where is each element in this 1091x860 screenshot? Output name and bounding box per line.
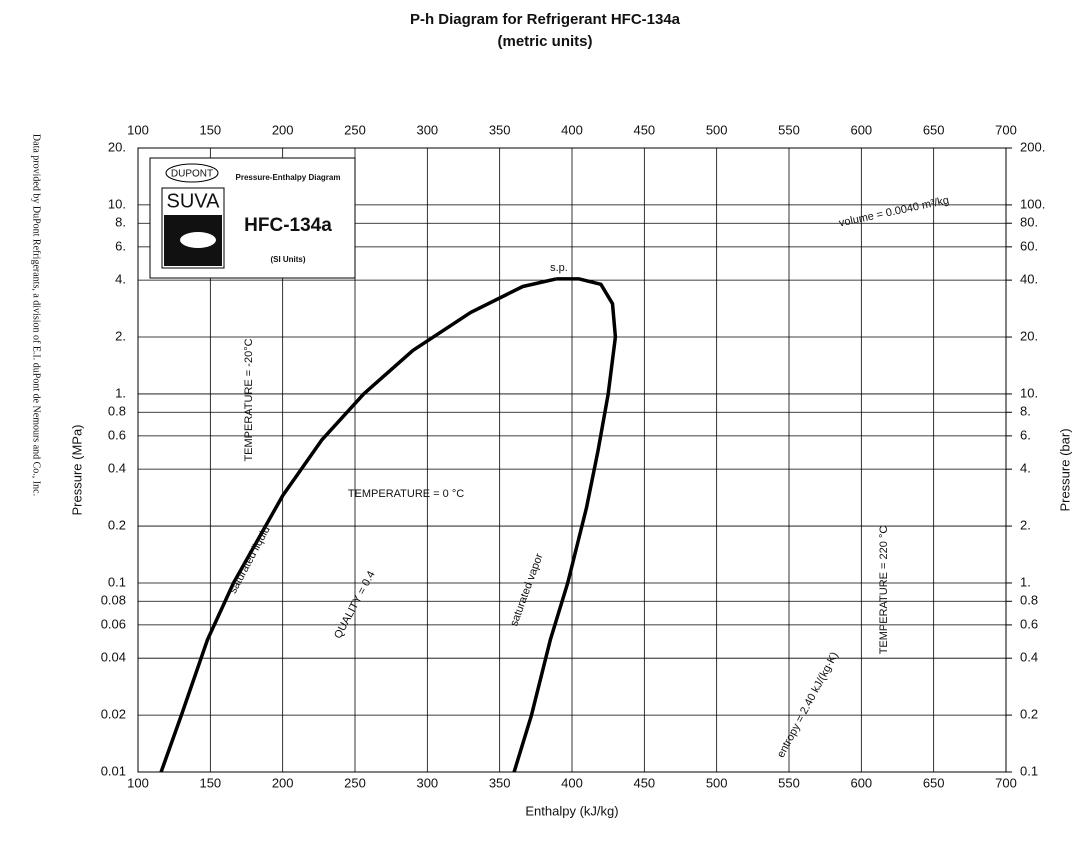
x-tick-label-top: 300 — [416, 122, 438, 137]
x-tick-label: 650 — [923, 775, 945, 790]
y2-tick-label: 0.4 — [1020, 650, 1038, 665]
x-tick-label: 150 — [199, 775, 221, 790]
series-label: saturated liquid — [227, 524, 273, 596]
logo-cloud — [180, 232, 216, 248]
annotation: TEMPERATURE = 0 °C — [348, 488, 464, 500]
annotation: entropy = 2.40 kJ/(kg·K) — [775, 650, 841, 760]
logo-caption: Pressure-Enthalpy Diagram — [236, 173, 341, 182]
x-tick-label: 350 — [489, 775, 511, 790]
chart-title: P-h Diagram for Refrigerant HFC-134a — [410, 11, 681, 28]
y2-tick-label: 60. — [1020, 238, 1038, 253]
x-tick-label: 700 — [995, 775, 1017, 790]
x-tick-label: 250 — [344, 775, 366, 790]
y2-tick-label: 8. — [1020, 404, 1031, 419]
x-tick-label-top: 100 — [127, 122, 149, 137]
y-tick-label: 8. — [115, 215, 126, 230]
y-tick-label: 20. — [108, 139, 126, 154]
chart-subtitle: (metric units) — [497, 33, 592, 50]
y-tick-label: 0.04 — [101, 650, 126, 665]
x-tick-label: 550 — [778, 775, 800, 790]
y2-axis-label: Pressure (bar) — [1057, 428, 1072, 511]
y2-tick-label: 0.8 — [1020, 593, 1038, 608]
logo-brand: DUPONT — [171, 169, 213, 180]
y2-tick-label: 40. — [1020, 272, 1038, 287]
y-tick-label: 0.01 — [101, 763, 126, 778]
y-tick-label: 6. — [115, 238, 126, 253]
y2-tick-label: 20. — [1020, 328, 1038, 343]
annotation: TEMPERATURE = 220 °C — [878, 526, 890, 655]
y-tick-label: 10. — [108, 196, 126, 211]
x-tick-label-top: 700 — [995, 122, 1017, 137]
y2-tick-label: 2. — [1020, 518, 1031, 533]
y-tick-label: 0.8 — [108, 404, 126, 419]
y2-tick-label: 200. — [1020, 139, 1045, 154]
x-tick-label-top: 500 — [706, 122, 728, 137]
logo-product: SUVA — [167, 190, 221, 212]
y2-tick-label: 0.1 — [1020, 763, 1038, 778]
x-tick-label: 600 — [850, 775, 872, 790]
y-tick-label: 0.02 — [101, 707, 126, 722]
x-tick-label-top: 250 — [344, 122, 366, 137]
y-tick-label: 0.4 — [108, 461, 126, 476]
y2-tick-label: 0.2 — [1020, 707, 1038, 722]
annotation: s.p. — [550, 262, 568, 274]
plot-area: 100 100 150 150 200 200 250 250 300 300 350 350 400 4… — [101, 122, 1046, 790]
y-tick-label: 1. — [115, 385, 126, 400]
y-tick-label: 4. — [115, 272, 126, 287]
x-tick-label-top: 600 — [850, 122, 872, 137]
y-tick-label: 0.6 — [108, 427, 126, 442]
x-tick-label-top: 650 — [923, 122, 945, 137]
x-tick-label-top: 400 — [561, 122, 583, 137]
x-tick-label: 200 — [272, 775, 294, 790]
x-tick-label: 500 — [706, 775, 728, 790]
y-tick-label: 0.08 — [101, 593, 126, 608]
y-tick-label: 0.1 — [108, 574, 126, 589]
x-tick-label: 450 — [633, 775, 655, 790]
x-axis-label: Enthalpy (kJ/kg) — [525, 803, 618, 818]
y2-tick-label: 4. — [1020, 461, 1031, 476]
x-tick-label-top: 200 — [272, 122, 294, 137]
y2-tick-label: 80. — [1020, 215, 1038, 230]
annotation: TEMPERATURE = -20°C — [243, 338, 255, 461]
annotations: TEMPERATURE = 0 °C QUALITY = 0.4 TEMPERA… — [243, 194, 950, 759]
x-tick-label-top: 150 — [199, 122, 221, 137]
series-label: saturated vapor — [508, 552, 546, 628]
y-tick-label: 2. — [115, 328, 126, 343]
y-tick-label: 0.2 — [108, 518, 126, 533]
saturation-line — [159, 277, 557, 773]
logo-refrigerant: HFC-134a — [244, 215, 332, 236]
y2-tick-label: 10. — [1020, 385, 1038, 400]
x-tick-label: 300 — [416, 775, 438, 790]
y2-tick-label: 100. — [1020, 196, 1045, 211]
side-note: Data provided by DuPont Refrigerants, a … — [31, 134, 42, 496]
saturation-line — [512, 277, 618, 773]
y2-tick-label: 6. — [1020, 427, 1031, 442]
x-tick-label: 400 — [561, 775, 583, 790]
x-tick-label-top: 350 — [489, 122, 511, 137]
y-axis-label: Pressure (MPa) — [69, 424, 84, 515]
logo-box: DUPONT SUVA Pressure-Enthalpy Diagram HF… — [149, 157, 356, 279]
x-tick-label-top: 450 — [633, 122, 655, 137]
x-tick-label: 100 — [127, 775, 149, 790]
y-tick-label: 0.06 — [101, 616, 126, 631]
logo-units: (SI Units) — [270, 255, 305, 264]
x-tick-label-top: 550 — [778, 122, 800, 137]
y2-tick-label: 1. — [1020, 574, 1031, 589]
logo-oval — [165, 163, 219, 183]
y2-tick-label: 0.6 — [1020, 616, 1038, 631]
